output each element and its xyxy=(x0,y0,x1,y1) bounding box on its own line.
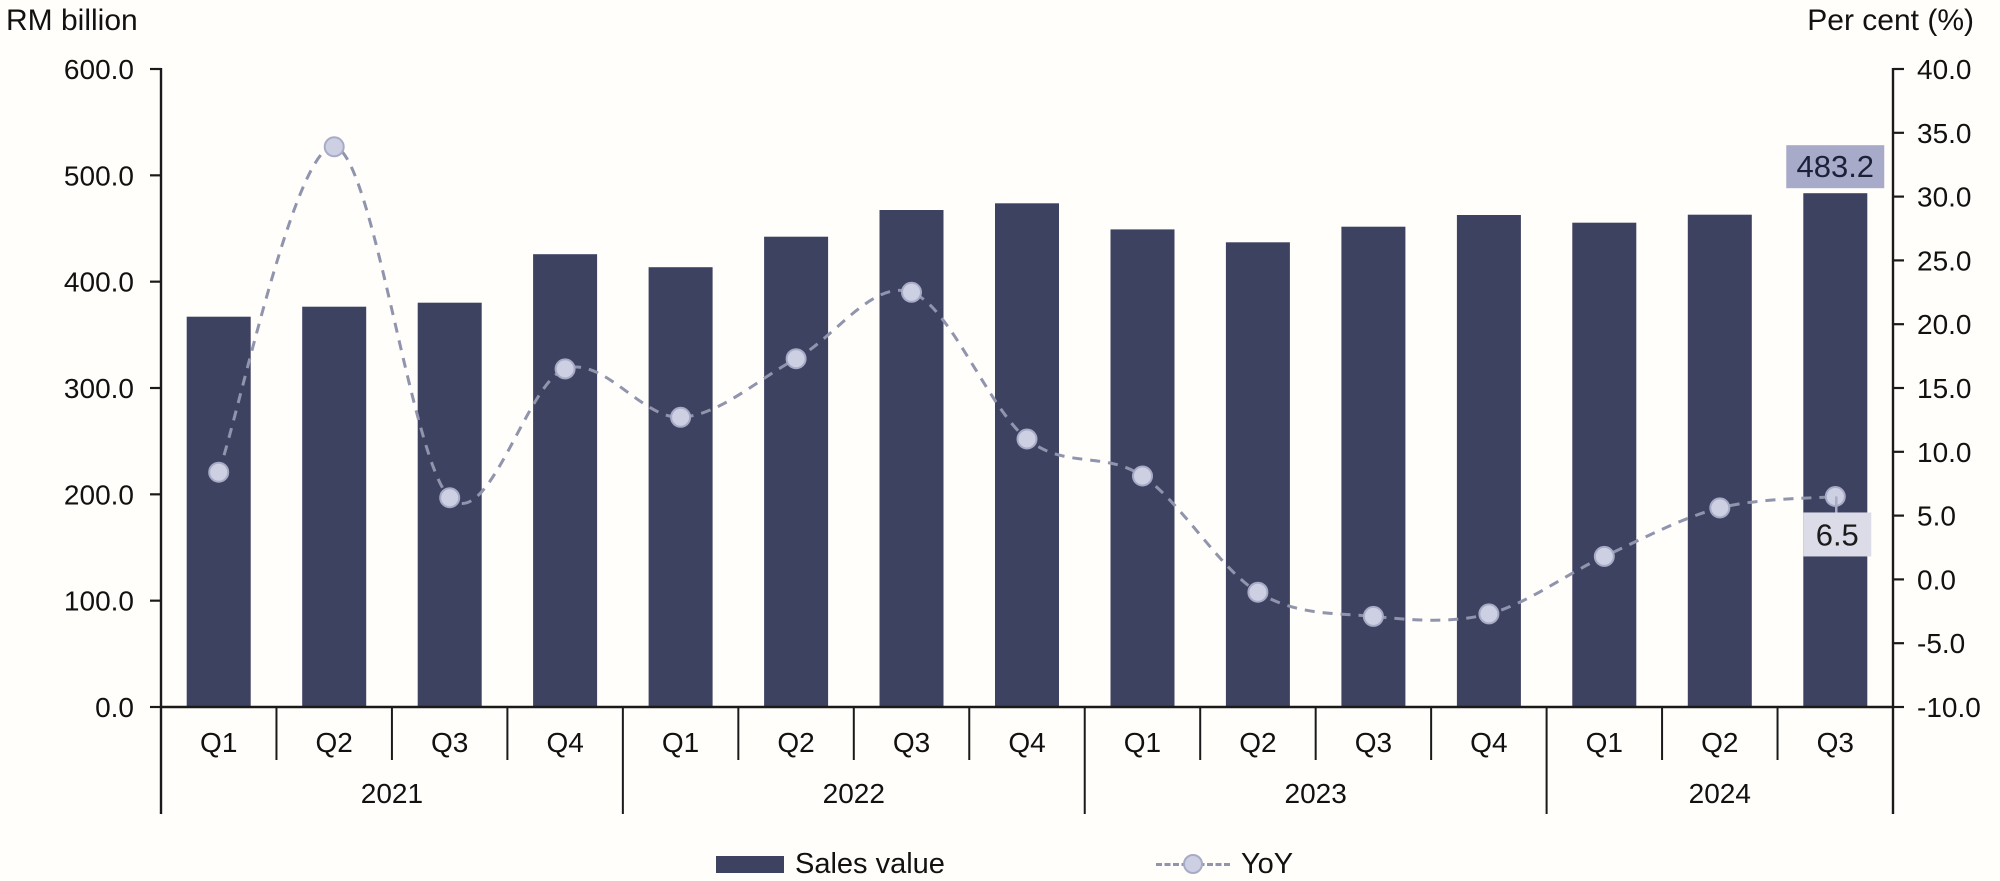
axis-label: 300.0 xyxy=(64,373,134,404)
axis-label: 600.0 xyxy=(64,54,134,85)
yoy-markers xyxy=(208,136,1846,627)
sales-bar xyxy=(995,203,1059,708)
axis-label: 400.0 xyxy=(64,267,134,298)
yoy-marker xyxy=(208,461,230,483)
axis-label: Q1 xyxy=(1586,727,1623,758)
axis-label: 40.0 xyxy=(1917,54,1972,85)
yoy-marker xyxy=(901,281,922,303)
axis-label: Q3 xyxy=(431,727,468,758)
axis-label: Q4 xyxy=(1470,727,1507,758)
sales-bar xyxy=(1572,222,1637,707)
axis-label: 5.0 xyxy=(1917,501,1956,532)
sales-bar xyxy=(1225,242,1290,708)
axis-label: Q3 xyxy=(893,727,930,758)
axis-label: 10.0 xyxy=(1917,437,1972,468)
axis-label: 25.0 xyxy=(1917,245,1972,276)
axis-label: 6.5 xyxy=(1816,517,1859,552)
axis-label: Q3 xyxy=(1355,727,1392,758)
legend-item-yoy: YoY xyxy=(1156,848,1293,880)
axis-label: Q2 xyxy=(1239,727,1276,758)
axis-label: Q2 xyxy=(777,727,814,758)
axis-label: Q3 xyxy=(1817,727,1854,758)
yoy-marker xyxy=(1478,603,1500,625)
axis-label: 2022 xyxy=(823,778,885,809)
axis-label: 200.0 xyxy=(64,479,134,510)
yoy-marker xyxy=(1593,545,1615,567)
axis-label: -10.0 xyxy=(1917,692,1981,723)
axis-label: Q4 xyxy=(1008,727,1045,758)
yoy-marker xyxy=(1016,428,1038,450)
yoy-line xyxy=(217,145,1836,622)
sales-value-label-box xyxy=(1786,145,1885,189)
sales-bar xyxy=(533,254,598,707)
axis-label: Q2 xyxy=(1701,727,1738,758)
axis-label: 15.0 xyxy=(1917,373,1972,404)
axis-label: -5.0 xyxy=(1917,628,1965,659)
axis-label: Q1 xyxy=(200,727,237,758)
yoy-marker xyxy=(439,487,461,509)
sales-bars xyxy=(186,193,1868,708)
yoy-marker xyxy=(670,406,692,428)
axis-label: 2024 xyxy=(1689,778,1751,809)
sales-bar xyxy=(186,316,251,707)
axis-label: 0.0 xyxy=(1917,564,1956,595)
yoy-marker xyxy=(554,358,576,380)
yoy-line-marker-swatch-icon xyxy=(1156,853,1230,875)
sales-bar xyxy=(1341,226,1406,707)
axis-label: Q4 xyxy=(546,727,583,758)
yoy-marker xyxy=(1362,605,1384,627)
yoy-label-box xyxy=(1803,512,1872,557)
legend-label-sales-value: Sales value xyxy=(795,847,945,880)
axis-label: 30.0 xyxy=(1917,182,1972,213)
left-axis-title: RM billion xyxy=(6,4,138,37)
axis-label: 483.2 xyxy=(1796,149,1874,184)
axis-label: 0.0 xyxy=(95,692,134,723)
sales-bar xyxy=(1803,193,1868,707)
legend-item-sales-value: Sales value xyxy=(716,848,945,880)
yoy-marker xyxy=(785,348,807,370)
yoy-marker xyxy=(1247,581,1269,603)
legend-label-yoy: YoY xyxy=(1241,847,1294,880)
sales-bar xyxy=(764,236,829,707)
axis-label: 35.0 xyxy=(1917,118,1972,149)
yoy-marker xyxy=(1132,465,1153,487)
right-axis-title: Per cent (%) xyxy=(1807,4,1974,37)
yoy-marker xyxy=(323,136,345,158)
yoy-marker xyxy=(1709,497,1731,519)
chart-legend: Sales value YoY xyxy=(0,848,2000,880)
axis-label: 2021 xyxy=(361,778,423,809)
axis-label: Q1 xyxy=(1124,727,1161,758)
sales-bar xyxy=(302,306,367,707)
axes: 0.0 100.0 200.0 300.0 400.0 500.0 600.0 -10.0 -5… xyxy=(64,54,1981,814)
axis-label: 2023 xyxy=(1285,778,1347,809)
sales-bar xyxy=(1456,215,1521,707)
sales-bar xyxy=(648,267,713,707)
chart-canvas: 0.0 100.0 200.0 300.0 400.0 500.0 600.0 -10.0 -5… xyxy=(64,54,1981,814)
axis-label: Q2 xyxy=(316,727,353,758)
sales-value-swatch-icon xyxy=(716,855,784,873)
axis-label: 500.0 xyxy=(64,160,134,191)
axis-label: 20.0 xyxy=(1917,309,1972,340)
data-labels: 483.2 6.5 xyxy=(1786,145,1885,557)
axis-label: Q1 xyxy=(662,727,699,758)
axis-label: 100.0 xyxy=(64,586,134,617)
sales-bar xyxy=(1687,214,1752,707)
